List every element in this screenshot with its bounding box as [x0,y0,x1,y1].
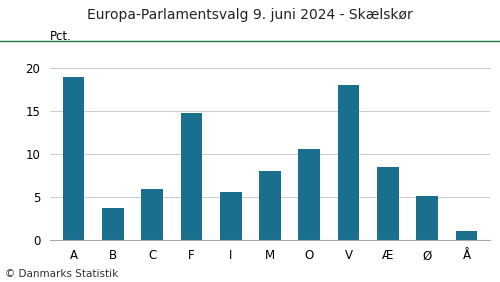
Text: © Danmarks Statistik: © Danmarks Statistik [5,269,118,279]
Bar [142,189,163,240]
Bar [338,85,359,240]
Bar [102,208,124,240]
Bar [63,76,84,240]
Bar [456,231,477,240]
Bar [377,167,398,240]
Text: Pct.: Pct. [50,30,72,43]
Bar [180,113,202,240]
Text: Europa-Parlamentsvalg 9. juni 2024 - Skælskør: Europa-Parlamentsvalg 9. juni 2024 - Skæ… [87,8,413,23]
Bar [416,196,438,240]
Bar [298,149,320,240]
Bar [220,192,242,240]
Bar [259,171,281,240]
